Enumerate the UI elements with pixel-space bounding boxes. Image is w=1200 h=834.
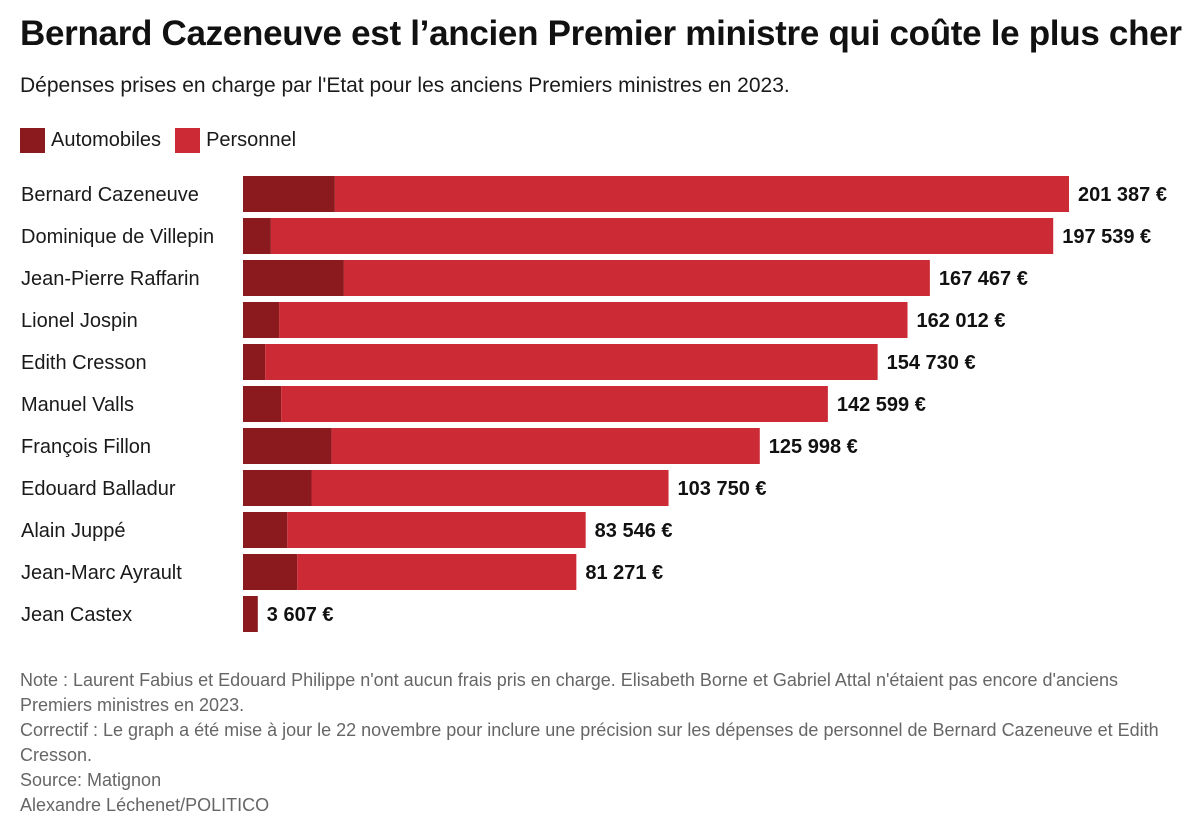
legend-item-automobiles: Automobiles (20, 128, 161, 153)
value-label-bernard-cazeneuve: 201 387 € (1078, 184, 1167, 206)
bar-personnel-edith-cresson (265, 344, 878, 380)
category-label-francois-fillon: François Fillon (21, 436, 151, 458)
category-label-edouard-balladur: Edouard Balladur (21, 478, 176, 500)
chart-subtitle: Dépenses prises en charge par l'Etat pou… (20, 74, 790, 97)
value-label-francois-fillon: 125 998 € (769, 436, 858, 458)
legend-label-automobiles: Automobiles (51, 129, 162, 151)
category-label-alain-juppe: Alain Juppé (21, 520, 126, 542)
value-label-edith-cresson: 154 730 € (887, 352, 976, 374)
legend-label-personnel: Personnel (206, 129, 297, 151)
value-label-alain-juppe: 83 546 € (595, 520, 673, 542)
bar-chart: Bernard Cazeneuve 201 387 € Dominique de V… (21, 176, 1167, 632)
credit-text: Alexandre Léchenet/POLITICO (20, 795, 270, 815)
category-label-manuel-valls: Manuel Valls (21, 394, 134, 416)
category-label-jean-castex: Jean Castex (21, 604, 132, 626)
category-label-edith-cresson: Edith Cresson (21, 352, 147, 374)
legend-swatch-personnel (175, 128, 201, 153)
bar-personnel-dominique-de-villepin (270, 218, 1054, 254)
legend: Automobiles Personnel (20, 128, 310, 153)
value-label-edouard-balladur: 103 750 € (678, 478, 767, 500)
bar-automobiles-alain-juppe (243, 512, 288, 548)
value-label-jean-marc-ayrault: 81 271 € (585, 562, 663, 584)
category-label-bernard-cazeneuve: Bernard Cazeneuve (21, 184, 199, 206)
category-label-dominique-de-villepin: Dominique de Villepin (21, 226, 214, 248)
bar-automobiles-dominique-de-villepin (243, 218, 271, 254)
correctif-text: Correctif : Le graph a été mise à jour l… (20, 720, 1159, 765)
note-text: Note : Laurent Fabius et Edouard Philipp… (20, 670, 1118, 715)
bar-personnel-manuel-valls (281, 386, 828, 422)
legend-item-personnel: Personnel (175, 128, 296, 153)
bar-personnel-alain-juppe (287, 512, 586, 548)
legend-swatch-automobiles (20, 128, 45, 153)
value-label-jean-pierre-raffarin: 167 467 € (939, 268, 1028, 290)
category-label-jean-marc-ayrault: Jean-Marc Ayrault (21, 562, 182, 584)
bar-automobiles-edouard-balladur (243, 470, 312, 506)
value-label-jean-castex: 3 607 € (267, 604, 334, 626)
source-text: Source: Matignon (20, 770, 162, 790)
bar-personnel-jean-marc-ayrault (297, 554, 577, 590)
bar-automobiles-jean-marc-ayrault (243, 554, 298, 590)
bar-personnel-lionel-jospin (279, 302, 908, 338)
chart-title: Bernard Cazeneuve est l’ancien Premier m… (20, 14, 1182, 53)
bar-personnel-jean-pierre-raffarin (343, 260, 930, 296)
chart-notes: Note : Laurent Fabius et Edouard Philipp… (20, 668, 1170, 818)
bar-personnel-francois-fillon (331, 428, 760, 464)
value-label-lionel-jospin: 162 012 € (917, 310, 1006, 332)
category-label-lionel-jospin: Lionel Jospin (21, 310, 138, 332)
bar-automobiles-francois-fillon (243, 428, 332, 464)
bar-automobiles-jean-pierre-raffarin (243, 260, 344, 296)
value-label-manuel-valls: 142 599 € (837, 394, 926, 416)
bar-automobiles-edith-cresson (243, 344, 266, 380)
category-label-jean-pierre-raffarin: Jean-Pierre Raffarin (21, 268, 200, 290)
bar-automobiles-bernard-cazeneuve (243, 176, 335, 212)
bar-personnel-edouard-balladur (311, 470, 669, 506)
bar-automobiles-jean-castex (243, 596, 258, 632)
bar-personnel-bernard-cazeneuve (334, 176, 1069, 212)
bar-automobiles-manuel-valls (243, 386, 282, 422)
value-label-dominique-de-villepin: 197 539 € (1062, 226, 1151, 248)
bar-automobiles-lionel-jospin (243, 302, 280, 338)
